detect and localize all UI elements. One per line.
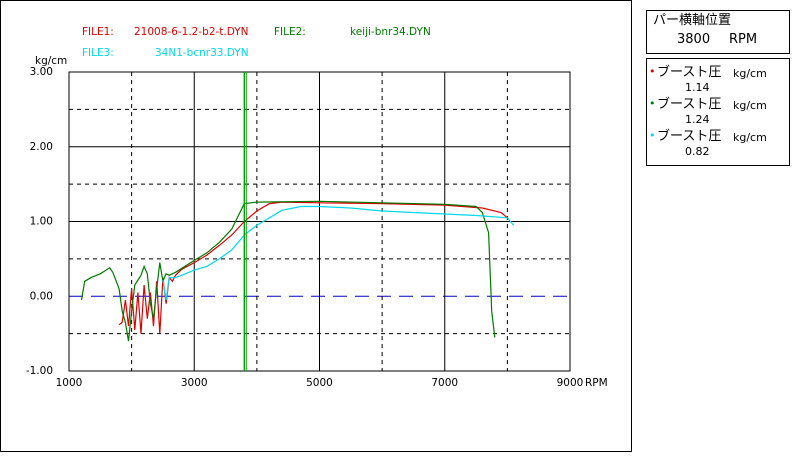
readout-value: 1.14 [685,81,710,94]
readout-label: ブースト圧 [657,65,722,80]
y-tick-label: -1.00 [26,365,53,377]
series-line [162,205,515,301]
readout-value: 0.82 [685,145,710,158]
x-tick-label: 9000 [557,377,584,389]
cursor-panel-title: パー横軸位置 [653,13,732,28]
y-tick-label: 0.00 [30,290,53,302]
readout-marker: • [649,129,656,142]
series-line [118,201,508,334]
readout-unit: kg/cm [733,99,767,112]
readout-unit: kg/cm [733,131,767,144]
legend-file-name: 21008-6-1.2-b2-t.DYN [134,26,249,38]
readout-value: 1.24 [685,113,710,126]
chart-panel: FILE1: 21008-6-1.2-b2-t.DYN FILE2: keiji-bn… [0,0,632,452]
readout-label: ブースト圧 [657,129,722,144]
legend-file-label: FILE1: [82,26,114,38]
readout-panel: • ブースト圧 kg/cm 1.14 • ブースト圧 kg/cm 1.24 • ブースト圧 kg/c… [646,58,790,166]
readout-marker: • [649,65,656,78]
y-axis-label: kg/cm [35,55,67,67]
boost-chart[interactable]: FILE1: 21008-6-1.2-b2-t.DYN FILE2: keiji-bn… [1,1,633,453]
readout-label: ブースト圧 [657,97,722,112]
legend-file-name: keiji-bnr34.DYN [350,26,431,38]
series-line [80,200,496,342]
cursor-rpm-unit: RPM [729,32,758,47]
cursor-position-panel: パー横軸位置 3800 RPM [646,10,790,54]
y-tick-label: 3.00 [30,66,53,78]
y-tick-label: 1.00 [30,216,53,228]
readout-marker: • [649,97,656,110]
cursor-rpm-value: 3800 [677,32,711,47]
x-tick-label: 7000 [431,377,458,389]
legend-file-label: FILE3: [82,47,114,59]
x-axis-label: RPM [585,377,608,389]
legend-file-label: FILE2: [274,26,306,38]
x-tick-label: 5000 [306,377,333,389]
y-tick-label: 2.00 [30,141,53,153]
readout-unit: kg/cm [733,67,767,80]
x-tick-label: 1000 [56,377,83,389]
x-tick-label: 3000 [181,377,208,389]
legend-file-name: 34N1-bcnr33.DYN [155,47,249,59]
